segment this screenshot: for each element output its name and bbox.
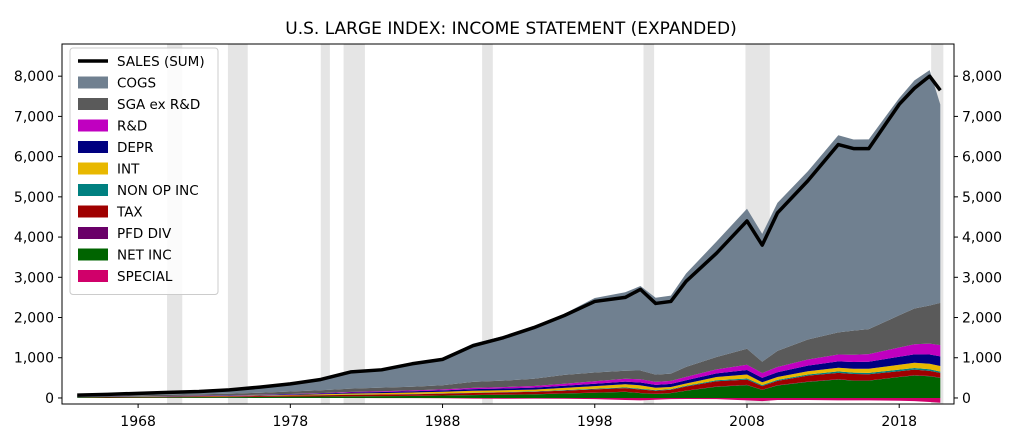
y-tick-label-left: 5,000 bbox=[14, 190, 54, 206]
legend-label-net-inc: NET INC bbox=[117, 248, 172, 264]
legend-swatch-pfd-div bbox=[78, 227, 108, 239]
plot-area bbox=[77, 44, 944, 404]
legend-swatch-depr bbox=[78, 141, 108, 153]
y-tick-label-left: 0 bbox=[45, 391, 54, 407]
recession-band-6 bbox=[643, 44, 655, 404]
x-tick-label: 1998 bbox=[577, 414, 613, 430]
area-depr bbox=[77, 354, 941, 398]
x-tick-label: 1978 bbox=[273, 414, 309, 430]
legend-swatch-int bbox=[78, 162, 108, 175]
legend-label-r-d: R&D bbox=[117, 119, 147, 135]
plot-frame bbox=[61, 43, 955, 405]
y-tick-label-left: 7,000 bbox=[14, 109, 54, 125]
y-tick-label-left: 1,000 bbox=[14, 351, 54, 367]
y-tick-label-right: 3,000 bbox=[962, 270, 1002, 286]
x-tick-label: 2008 bbox=[729, 414, 765, 430]
recession-band-5 bbox=[482, 44, 493, 404]
legend-label-special: SPECIAL bbox=[117, 269, 173, 285]
area-cogs bbox=[77, 70, 941, 397]
y-tick-label-right: 6,000 bbox=[962, 150, 1002, 166]
recession-band-2 bbox=[227, 44, 248, 404]
chart-title: U.S. LARGE INDEX: INCOME STATEMENT (EXPA… bbox=[285, 19, 737, 39]
y-tick-label-right: 4,000 bbox=[962, 230, 1002, 246]
y-tick-label-left: 3,000 bbox=[14, 270, 54, 286]
legend-swatch-sga-ex-r-d bbox=[78, 98, 108, 110]
y-tick-label-left: 2,000 bbox=[14, 311, 54, 327]
legend-swatch-special bbox=[78, 270, 108, 282]
y-tick-label-right: 5,000 bbox=[962, 190, 1002, 206]
recession-band-4 bbox=[343, 44, 365, 404]
legend-swatch-net-inc bbox=[78, 248, 108, 261]
y-tick-label-right: 2,000 bbox=[962, 311, 1002, 327]
legend-label-sga-ex-r-d: SGA ex R&D bbox=[117, 97, 200, 113]
x-tick-label: 2018 bbox=[881, 414, 917, 430]
legend-swatch-cogs bbox=[78, 76, 108, 89]
legend-swatch-r-d bbox=[78, 119, 108, 132]
area-net-inc bbox=[77, 375, 941, 398]
axes: 0 0 1,000 1,000 2,000 2,000 3,000 3,000 4,000 4,0… bbox=[14, 43, 1002, 430]
legend-label-depr: DEPR bbox=[117, 140, 153, 156]
legend-label-pfd-div: PFD DIV bbox=[117, 226, 172, 242]
line-sales-sum bbox=[77, 74, 942, 397]
legend-swatch-tax bbox=[78, 205, 108, 218]
legend-label-non-op-inc: NON OP INC bbox=[117, 183, 199, 199]
y-tick-label-left: 6,000 bbox=[14, 150, 54, 166]
y-tick-label-left: 4,000 bbox=[14, 230, 54, 246]
legend-label-tax: TAX bbox=[116, 205, 143, 221]
x-tick-label: 1988 bbox=[425, 414, 461, 430]
legend-swatch-non-op-inc bbox=[78, 184, 108, 196]
legend-label-int: INT bbox=[117, 162, 140, 178]
area-special bbox=[77, 379, 941, 403]
y-tick-label-right: 8,000 bbox=[962, 69, 1002, 85]
recession-band-3 bbox=[320, 44, 330, 404]
y-tick-label-right: 1,000 bbox=[962, 351, 1002, 367]
legend-label-cogs: COGS bbox=[117, 76, 156, 92]
y-tick-label-left: 8,000 bbox=[14, 69, 54, 85]
legend-label-sales-sum: SALES (SUM) bbox=[117, 54, 205, 70]
x-tick-label: 1968 bbox=[120, 414, 156, 430]
y-tick-label-right: 7,000 bbox=[962, 109, 1002, 125]
y-tick-label-right: 0 bbox=[962, 391, 971, 407]
legend: SALES (SUM) COGS SGA ex R&D R&D DEPR INT NON O… bbox=[69, 47, 219, 295]
area-int bbox=[77, 362, 941, 398]
